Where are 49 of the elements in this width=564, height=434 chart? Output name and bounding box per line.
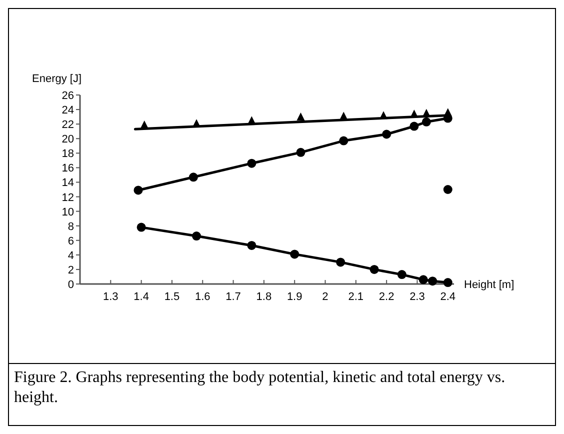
point [397,270,406,280]
y-tick-label: 2 [68,264,74,276]
y-tick-label: 18 [62,148,74,160]
point [428,276,438,286]
caption: Figure 2. Graphs representing the body potential, kinetic and total energy vs. height. [14,368,506,408]
point [370,264,379,274]
x-tick-label: 2.2 [378,291,394,303]
y-tick-label: 0 [68,279,74,291]
x-tick-label: 1.8 [256,291,272,303]
point [192,232,201,241]
y-tick-label: 6 [68,235,74,248]
point [443,185,452,194]
point [410,122,419,131]
y-axis-title: Energy [J] [32,73,82,85]
point [339,136,348,146]
point [134,186,143,195]
x-tick-label: 1.9 [286,291,302,303]
x-tick-label: 2 [322,291,328,303]
point [336,258,346,267]
x-axis-title: Height [m] [464,279,514,291]
y-tick-label: 8 [68,220,74,233]
y-tick-label: 22 [62,119,74,132]
y-tick-label: 14 [62,177,74,190]
x-tick-label: 1.4 [134,291,149,303]
x-tick-label: 1.7 [226,291,241,303]
x-tick-label: 1.6 [194,291,210,303]
point [296,148,306,157]
point [422,117,431,126]
point [290,250,300,259]
x-tick-label: 1.3 [103,291,118,303]
point [136,222,146,232]
point [418,275,428,284]
x-tick-label: 2.1 [348,291,364,303]
point [382,130,392,139]
y-tick-label: 16 [62,162,74,175]
y-tick-label: 20 [62,134,74,146]
x-tick-label: 2.4 [440,291,456,303]
y-tick-label: 24 [62,104,74,117]
y-tick-label: 10 [62,206,74,218]
point [247,158,256,168]
point [188,172,198,182]
point [247,240,256,250]
x-tick-label: 1.5 [164,291,180,303]
y-tick-label: 12 [62,192,74,204]
point [443,278,452,288]
y-tick-label: 4 [68,250,74,262]
y-tick-label: 26 [62,90,74,102]
x-tick-label: 2.3 [410,291,425,303]
point [296,112,305,121]
